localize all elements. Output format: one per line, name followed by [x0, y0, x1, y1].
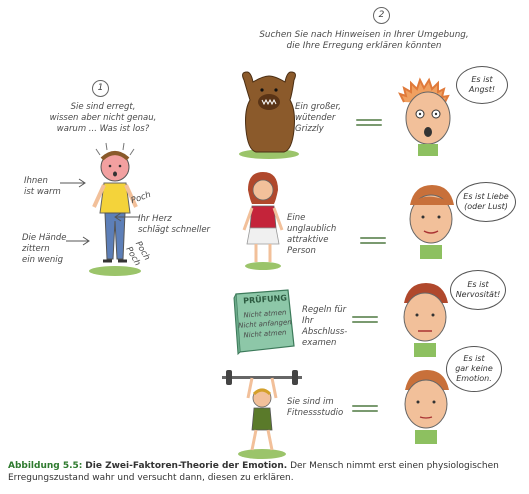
bubble-no-emotion: Es ist gar keine Emotion.: [446, 346, 502, 392]
arrow-heart: [114, 212, 140, 222]
arrow-warm: [60, 178, 86, 188]
step-1-number: 1: [92, 80, 109, 97]
bubble-love: Es ist Liebe (oder Lust): [456, 182, 516, 222]
equals-sign-4: [352, 404, 378, 413]
cue-grizzly: Ein großer, wütender Grizzly: [295, 102, 341, 134]
label-hands: Die Hände zittern ein wenig: [22, 233, 67, 265]
label-heart: Ihr Herz schlägt schneller: [138, 214, 211, 235]
step-1-question: Sie sind erregt, wissen aber nicht genau…: [49, 102, 157, 134]
equals-sign-3: [352, 315, 378, 324]
bubble-nervous: Es ist Nervosität!: [450, 270, 506, 310]
step-2-number: 2: [373, 7, 390, 24]
caption-title: Die Zwei-Faktoren-Theorie der Emotion.: [85, 461, 288, 471]
face-no-emotion: [404, 370, 449, 444]
exam-book: [233, 289, 295, 356]
equals-sign-1: [356, 118, 382, 127]
aroused-person-figure: [89, 142, 141, 276]
cue-exam-rules: Regeln für Ihr Abschluss- examen: [302, 305, 348, 348]
cue-attractive-person: Eine unglaublich attraktive Person: [287, 213, 337, 256]
weightlifter: [222, 370, 302, 459]
step-2-instruction: Suchen Sie nach Hinweisen in Ihrer Umgeb…: [259, 30, 469, 51]
arrow-hands: [66, 236, 90, 246]
grizzly-bear: [239, 71, 299, 159]
caption-label: Abbildung 5.5:: [8, 461, 83, 471]
figure-caption: Abbildung 5.5: Die Zwei-Faktoren-Theorie…: [8, 460, 523, 484]
face-fear: [398, 77, 451, 156]
face-nervous: [403, 283, 448, 357]
label-warm: Ihnen ist warm: [24, 176, 61, 197]
equals-sign-2: [360, 236, 386, 245]
caption-text: Der Mensch nimmt erst einen physiologisc…: [8, 461, 499, 483]
face-love: [409, 185, 454, 259]
bubble-fear: Es ist Angst!: [456, 66, 508, 104]
cue-gym: Sie sind im Fitnessstudio: [287, 397, 344, 418]
attractive-person: [242, 172, 284, 270]
